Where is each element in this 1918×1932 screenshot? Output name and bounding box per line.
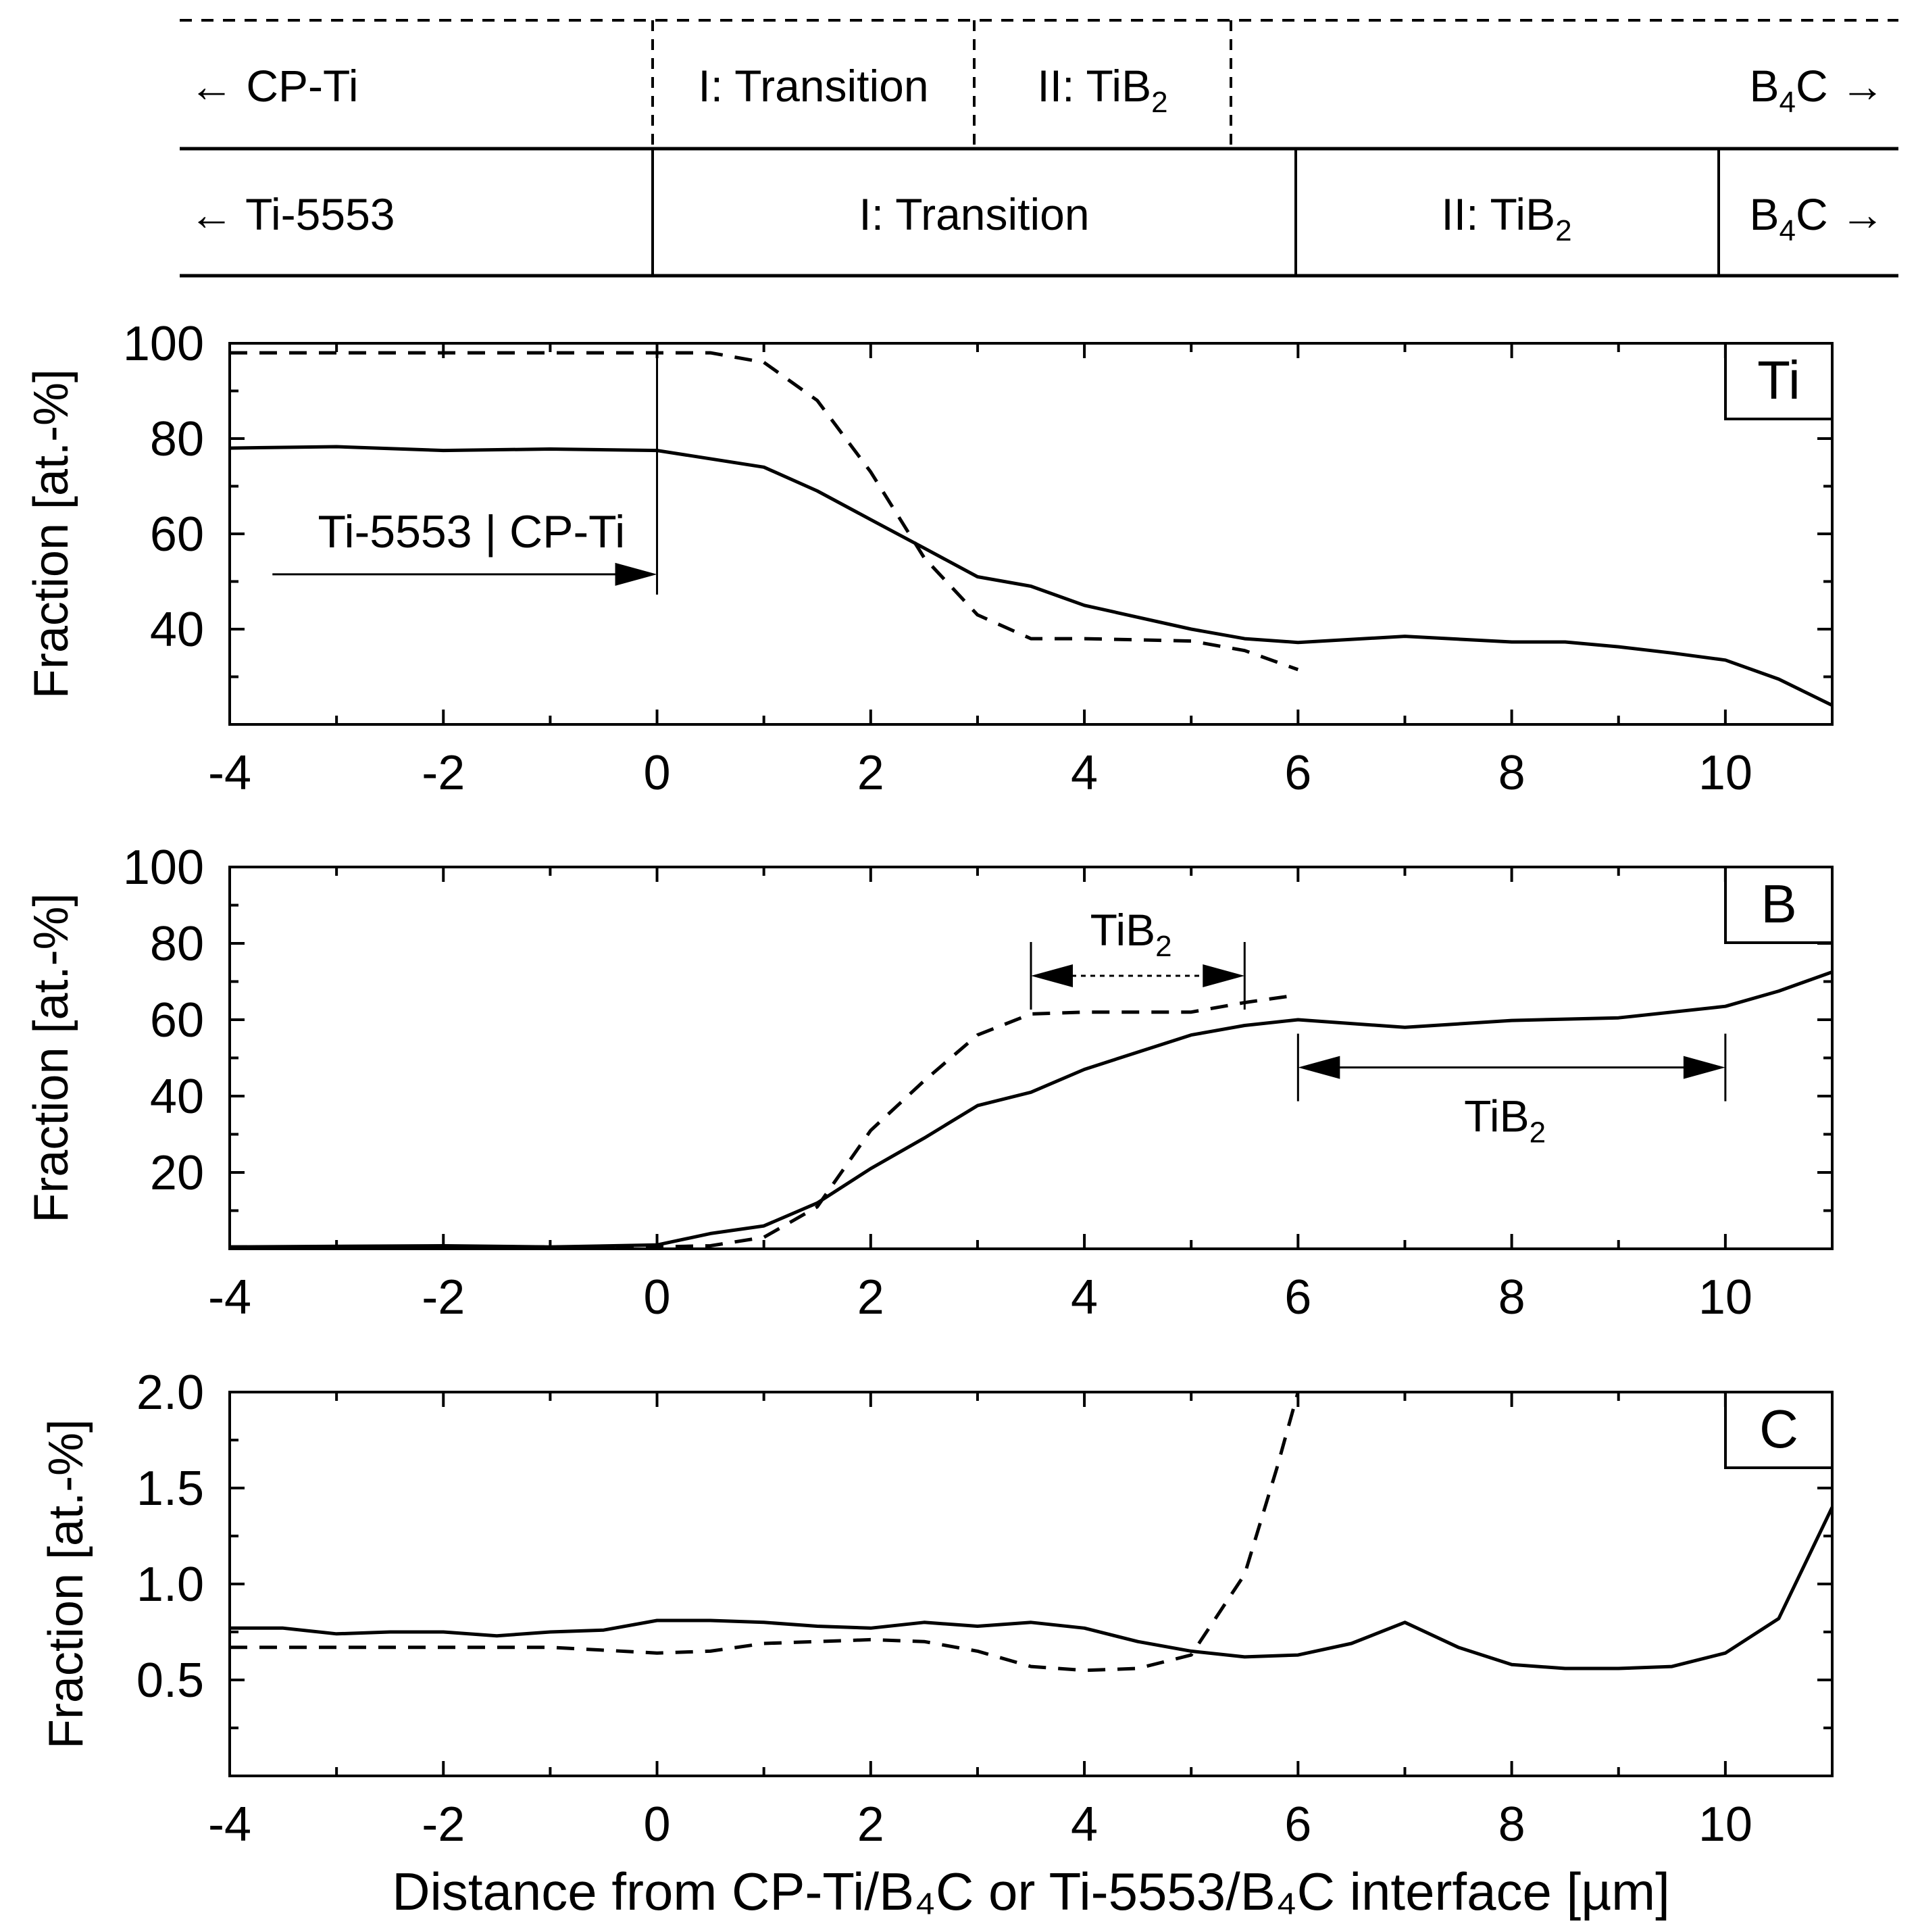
x-tick-label: 8 <box>1498 746 1525 800</box>
panel-label: Ti <box>1757 350 1800 410</box>
x-tick-label: 10 <box>1698 746 1752 800</box>
ti5553-row-left-label: ← Ti-5553 <box>189 189 395 239</box>
tib2-arrow-head-right <box>1203 964 1245 988</box>
panel-label-box <box>1724 866 1834 944</box>
x-axis-label: Distance from CP-Ti/B₄C or Ti-5553/B₄C i… <box>392 1862 1670 1921</box>
y-tick-label: 40 <box>150 1070 204 1124</box>
x-tick-label: 0 <box>644 1798 671 1852</box>
x-tick-label: 0 <box>644 1270 671 1324</box>
ti5553-row-zone1-label: I: Transition <box>859 189 1089 239</box>
y-tick-label: 2.0 <box>136 1366 204 1420</box>
y-tick-label: 1.5 <box>136 1462 204 1516</box>
cp-ti-row-left-label: ← CP-Ti <box>189 61 359 111</box>
x-tick-label: 8 <box>1498 1270 1525 1324</box>
panel-label: C <box>1759 1399 1798 1459</box>
x-tick-label: 6 <box>1284 746 1311 800</box>
chart-panel-c: -4 -2 0 2 4 6 8 10 0.5 1.0 1.5 2.0 Fraction [at.-%] C… <box>39 1366 1834 1921</box>
y-axis-label: Fraction [at.-%] <box>39 1419 93 1749</box>
x-tick-label: -4 <box>208 1798 251 1852</box>
series-line-ti-5553 <box>229 445 1834 708</box>
x-tick-label: 6 <box>1284 1270 1311 1324</box>
chart-panel-ti: -4 -2 0 2 4 6 8 10 40 60 80 100 Fraction [at.-%] Ti Ti… <box>24 317 1834 800</box>
chart-panel-b: -4 -2 0 2 4 6 8 10 20 40 60 80 100 Fraction [at.-%] B T… <box>24 841 1834 1324</box>
ti5553-row-right-label: B4C → <box>1749 189 1885 247</box>
y-tick-label: 20 <box>150 1146 204 1200</box>
series-line-ti-5553 <box>229 970 1833 1249</box>
x-tick-label: 4 <box>1071 1798 1098 1852</box>
x-tick-label: 4 <box>1071 1270 1098 1324</box>
series-line-cp-ti <box>230 1391 1300 1673</box>
y-tick-label: 100 <box>123 317 204 371</box>
y-tick-label: 60 <box>150 993 204 1047</box>
tib2-arrow-head-right <box>1683 1056 1725 1079</box>
x-tick-label: -4 <box>208 1270 251 1324</box>
tib2-arrow-head-left <box>1298 1056 1340 1079</box>
x-tick-label: 2 <box>857 746 884 800</box>
x-tick-label: -4 <box>208 746 251 800</box>
y-tick-label: 1.0 <box>136 1558 204 1612</box>
x-tick-label: 10 <box>1698 1270 1752 1324</box>
x-tick-label: 10 <box>1698 1798 1752 1852</box>
x-tick-label: 0 <box>644 746 671 800</box>
x-tick-label: 6 <box>1284 1798 1311 1852</box>
y-tick-label: 80 <box>150 917 204 971</box>
interface-annotation-label: Ti-5553 | CP-Ti <box>318 506 626 558</box>
tib2-range-label: TiB2 <box>1090 905 1172 963</box>
cp-ti-row-zone1-label: I: Transition <box>698 61 928 111</box>
y-tick-label: 0.5 <box>136 1654 204 1708</box>
zone-schematic: ← CP-Ti I: Transition II: TiB2 B4C → ← T… <box>180 19 1898 278</box>
x-tick-label: 2 <box>857 1270 884 1324</box>
plot-frame <box>228 1391 1834 1777</box>
y-tick-label: 100 <box>123 841 204 895</box>
y-tick-label: 40 <box>150 603 204 657</box>
y-tick-label: 80 <box>150 412 204 466</box>
cp-ti-row-zone2-label: II: TiB2 <box>1037 61 1167 119</box>
y-axis-label: Fraction [at.-%] <box>24 893 78 1222</box>
tib2-arrow-head-left <box>1031 964 1073 988</box>
x-tick-label: -2 <box>422 1270 465 1324</box>
x-tick-label: 4 <box>1071 746 1098 800</box>
y-tick-label: 60 <box>150 507 204 562</box>
ti5553-row-zone2-label: II: TiB2 <box>1441 189 1571 247</box>
x-tick-label: 2 <box>857 1798 884 1852</box>
x-tick-label: -2 <box>422 1798 465 1852</box>
x-tick-label: -2 <box>422 746 465 800</box>
series-line-ti-5553 <box>230 1506 1834 1670</box>
cp-ti-row-right-label: B4C → <box>1749 61 1885 119</box>
series-line-cp-ti <box>230 993 1298 1249</box>
y-axis-label: Fraction [at.-%] <box>24 369 78 699</box>
tib2-range-label: TiB2 <box>1464 1091 1546 1149</box>
panel-label-box <box>1724 342 1834 420</box>
plot-frame <box>228 866 1834 1250</box>
x-tick-label: 8 <box>1498 1798 1525 1852</box>
interface-arrow-head <box>615 562 657 586</box>
panel-label: B <box>1761 874 1796 934</box>
panel-label-box <box>1724 1391 1834 1469</box>
